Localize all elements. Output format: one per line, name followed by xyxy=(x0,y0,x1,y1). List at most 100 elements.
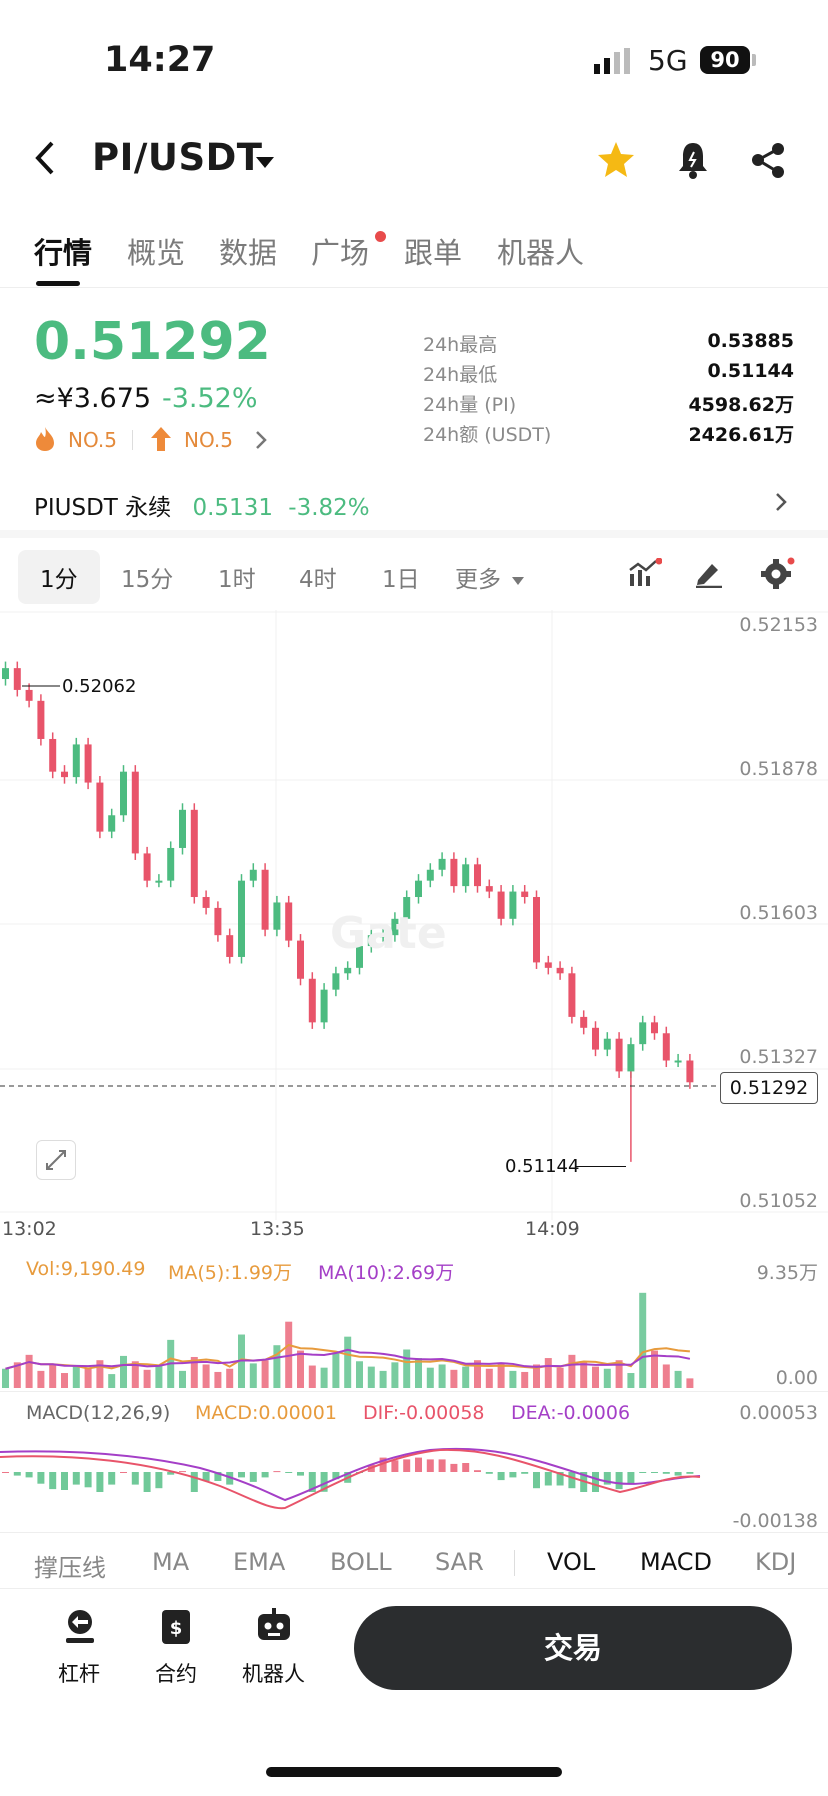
alert-bell-icon[interactable] xyxy=(676,140,710,184)
macd-bar xyxy=(332,1472,340,1480)
macd-bar xyxy=(261,1472,269,1478)
volume-bar xyxy=(367,1366,375,1388)
rank-hot[interactable]: NO.5 xyxy=(68,428,117,452)
rank-gain[interactable]: NO.5 xyxy=(184,428,233,452)
candle xyxy=(273,902,281,930)
candle xyxy=(131,771,139,854)
interval-more[interactable]: 更多 xyxy=(455,567,501,593)
macd-bar xyxy=(603,1472,611,1485)
bot-label[interactable]: 机器人 xyxy=(242,1662,305,1686)
indicator-tab-kdj[interactable]: KDJ xyxy=(755,1548,797,1576)
tab-separator xyxy=(514,1550,515,1576)
tab-overview[interactable]: 概览 xyxy=(127,236,186,270)
volume-bar xyxy=(37,1370,45,1388)
stat-value-high: 0.53885 xyxy=(707,330,794,352)
volume-bar xyxy=(627,1373,635,1388)
candle xyxy=(592,1027,599,1050)
interval-4h[interactable]: 4时 xyxy=(299,567,337,593)
stat-value-low: 0.51144 xyxy=(707,360,794,382)
more-dropdown-icon[interactable] xyxy=(512,570,524,589)
draw-pencil-icon[interactable] xyxy=(694,558,724,592)
interval-1h[interactable]: 1时 xyxy=(218,567,256,593)
volume-bar xyxy=(662,1364,670,1388)
stat-value-turnover: 2426.61万 xyxy=(688,424,794,446)
candle xyxy=(367,935,375,947)
volume-bar xyxy=(509,1370,517,1388)
time-axis-label: 13:35 xyxy=(250,1218,305,1240)
share-icon[interactable] xyxy=(750,142,786,182)
candle xyxy=(344,967,352,974)
perpetual-row[interactable]: PIUSDT 永续 0.5131 -3.82% xyxy=(34,488,370,522)
macd-bar xyxy=(662,1472,670,1474)
macd-bar xyxy=(202,1472,210,1481)
macd-bar xyxy=(273,1471,281,1473)
expand-chart-icon[interactable] xyxy=(36,1140,76,1180)
indicator-icon[interactable] xyxy=(628,557,663,592)
tab-square[interactable]: 广场 xyxy=(311,236,370,270)
cny-price: ≈¥3.675 xyxy=(34,383,152,414)
volume-bar xyxy=(344,1336,352,1388)
macd-bar xyxy=(544,1472,552,1486)
candles xyxy=(2,661,694,1162)
candlestick-chart[interactable] xyxy=(0,610,828,1220)
macd-bar xyxy=(426,1459,434,1472)
candle xyxy=(308,978,316,1023)
macd-axis-min: -0.00138 xyxy=(732,1510,818,1532)
indicator-tab-boll[interactable]: BOLL xyxy=(330,1548,392,1576)
macd-bar xyxy=(131,1472,139,1485)
macd-bar xyxy=(556,1472,564,1486)
indicator-tab-macd[interactable]: MACD xyxy=(640,1548,712,1576)
rank-divider xyxy=(132,430,133,450)
tab-bot[interactable]: 机器人 xyxy=(497,236,585,270)
candle xyxy=(379,935,387,938)
indicator-tab-ema[interactable]: EMA xyxy=(233,1548,286,1576)
volume-bar xyxy=(485,1368,493,1388)
indicator-tab-sar[interactable]: SAR xyxy=(435,1548,484,1576)
settings-gear-icon[interactable] xyxy=(760,556,796,594)
contract-label[interactable]: 合约 xyxy=(155,1662,197,1686)
candle xyxy=(509,891,517,919)
contract-icon[interactable]: $ xyxy=(158,1608,194,1650)
macd-bar xyxy=(651,1472,658,1473)
price-axis-label: 0.51878 xyxy=(739,758,818,780)
pair-dropdown-icon[interactable] xyxy=(256,154,274,173)
leverage-icon[interactable] xyxy=(60,1608,100,1650)
favorite-star-icon[interactable] xyxy=(596,140,636,182)
macd-bar xyxy=(25,1472,33,1478)
leverage-label[interactable]: 杠杆 xyxy=(58,1662,100,1686)
volume-bar xyxy=(474,1360,481,1388)
macd-bar xyxy=(568,1472,576,1489)
back-icon[interactable] xyxy=(30,140,60,176)
volume-bar xyxy=(61,1373,68,1388)
macd-bar xyxy=(485,1472,493,1474)
interval-1d[interactable]: 1日 xyxy=(382,567,420,593)
volume-bar xyxy=(415,1358,422,1388)
interval-1m[interactable]: 1分 xyxy=(18,550,100,604)
indicator-tab-ma[interactable]: MA xyxy=(152,1548,190,1576)
tab-data[interactable]: 数据 xyxy=(219,236,278,270)
candle xyxy=(238,880,245,957)
pair-title[interactable]: PI/USDT xyxy=(92,136,263,179)
tab-copy-trade[interactable]: 跟单 xyxy=(404,236,463,270)
macd-bar xyxy=(521,1472,529,1474)
macd-bar xyxy=(249,1472,257,1482)
volume-bar xyxy=(497,1363,505,1388)
volume-ma5: MA(5):1.99万 xyxy=(168,1262,293,1284)
candle xyxy=(285,902,293,941)
interval-15m[interactable]: 15分 xyxy=(121,567,174,593)
chevron-right-icon[interactable] xyxy=(254,430,268,454)
indicator-tab-sr[interactable]: 撑压线 xyxy=(34,1554,106,1582)
macd-bar xyxy=(49,1472,57,1490)
trade-button[interactable]: 交易 xyxy=(354,1606,792,1690)
volume-ma10-line xyxy=(5,1348,691,1370)
perpetual-chevron-icon[interactable] xyxy=(774,492,788,516)
tab-market[interactable]: 行情 xyxy=(34,236,93,270)
bot-icon[interactable] xyxy=(254,1606,294,1650)
volume-bar xyxy=(674,1370,682,1388)
candle xyxy=(474,864,481,887)
macd-bar xyxy=(438,1459,446,1472)
indicator-tab-vol[interactable]: VOL xyxy=(547,1548,596,1576)
candle xyxy=(568,973,576,1017)
macd-bar xyxy=(674,1472,682,1476)
home-indicator[interactable] xyxy=(266,1767,562,1777)
